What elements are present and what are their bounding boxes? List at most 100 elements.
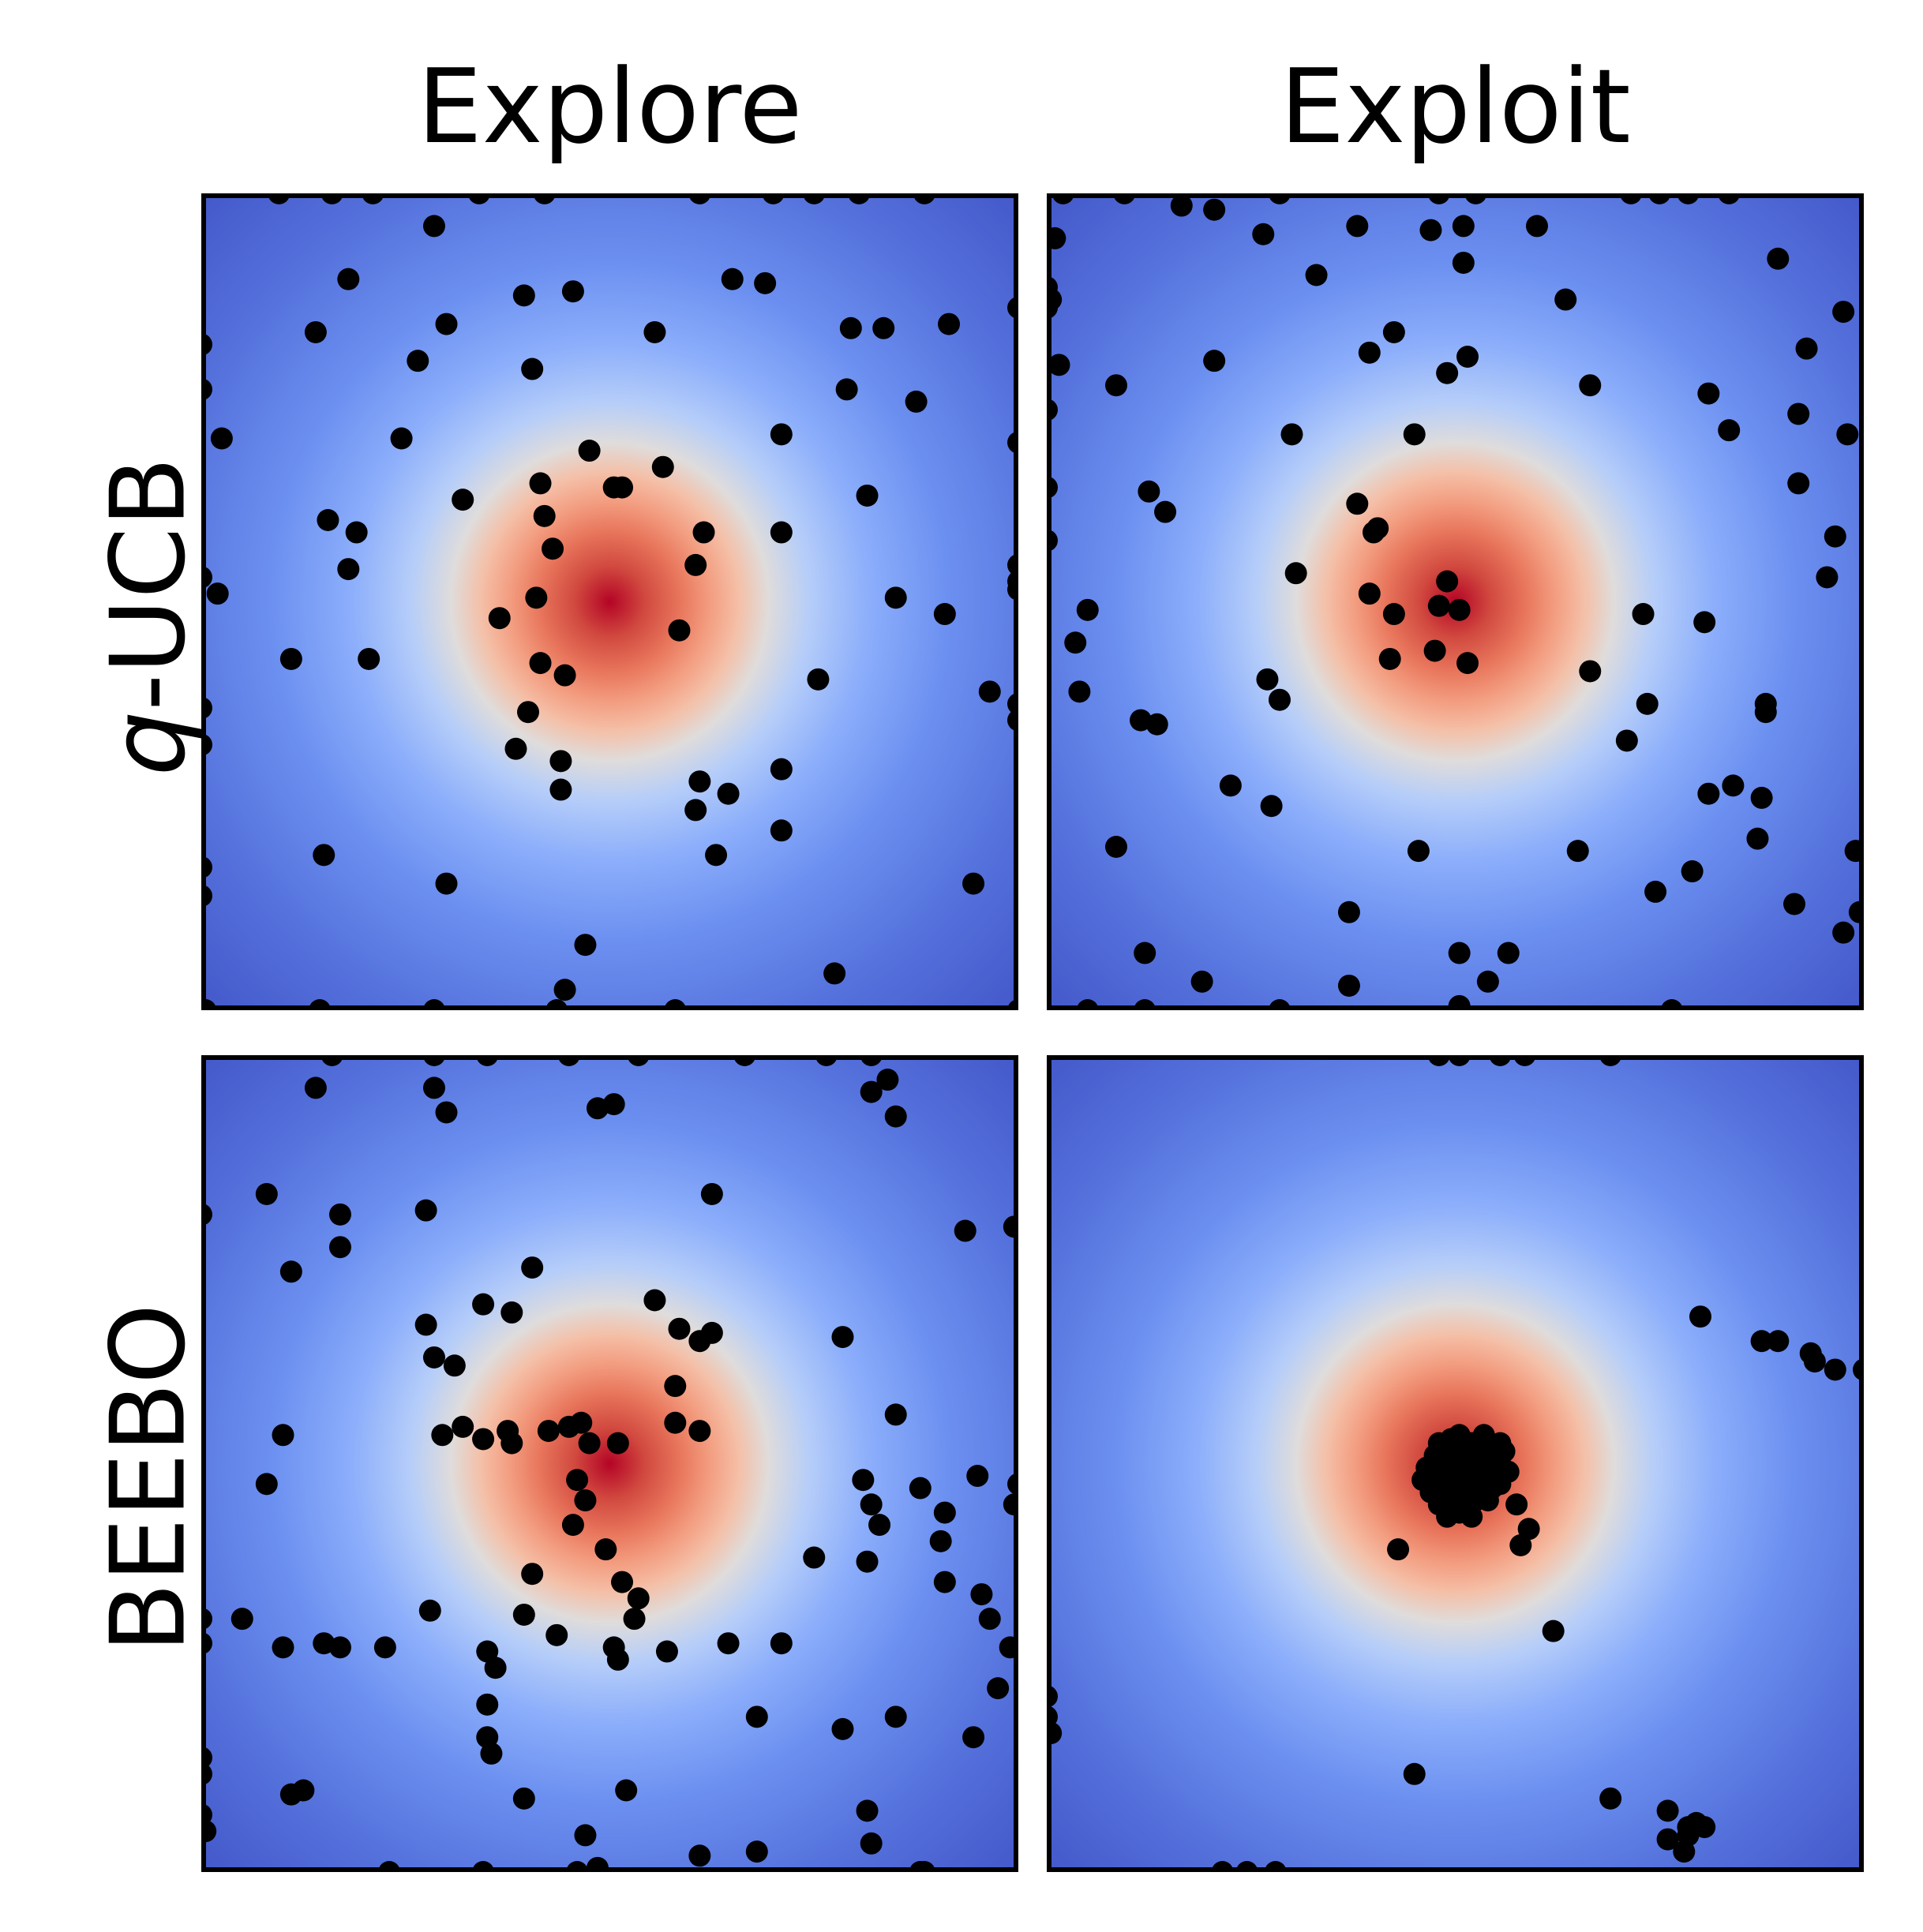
row-label-qucb-q: q xyxy=(88,710,208,777)
scatter-point xyxy=(909,1477,932,1500)
scatter-point xyxy=(954,1219,976,1242)
scatter-point xyxy=(929,1530,952,1552)
scatter-point xyxy=(1693,1816,1716,1839)
scatter-point xyxy=(1795,337,1818,360)
scatter-point xyxy=(1423,639,1446,662)
scatter-point xyxy=(594,1538,617,1561)
scatter-point xyxy=(435,1101,458,1124)
scatter-point xyxy=(231,1608,253,1631)
scatter-point xyxy=(272,1424,294,1447)
scatter-point xyxy=(533,504,556,527)
scatter-point xyxy=(1476,1489,1499,1512)
scatter-point xyxy=(418,1599,441,1622)
scatter-point xyxy=(770,521,793,544)
scatter-point xyxy=(553,664,576,687)
scatter-point xyxy=(831,1717,854,1740)
scatter-point xyxy=(602,1093,625,1116)
scatter-point xyxy=(688,1330,711,1353)
scatter-point xyxy=(1452,251,1475,274)
scatter-point xyxy=(566,1469,589,1492)
scatter-point xyxy=(1787,472,1810,495)
scatter-point xyxy=(1382,603,1405,626)
scatter-point xyxy=(868,1514,891,1537)
scatter-point xyxy=(512,284,535,307)
panel-plot-qucb-explore xyxy=(201,193,1018,1010)
scatter-point xyxy=(1718,419,1741,442)
scatter-point xyxy=(1579,374,1602,397)
scatter-point xyxy=(933,603,956,626)
scatter-point xyxy=(279,1783,302,1806)
scatter-point xyxy=(512,1603,535,1626)
scatter-point xyxy=(1803,1350,1826,1373)
row-label-qucb: q-UCB xyxy=(88,208,208,1025)
scatter-point xyxy=(1599,1787,1622,1810)
scatter-point xyxy=(770,819,793,842)
scatter-point xyxy=(1566,840,1589,863)
scatter-point xyxy=(1750,1330,1773,1353)
scatter-point xyxy=(529,652,552,675)
scatter-point xyxy=(1104,374,1127,397)
scatter-point xyxy=(1068,680,1091,703)
scatter-point xyxy=(206,582,229,605)
panel-beebo-explore xyxy=(201,1055,1018,1872)
scatter-point xyxy=(987,1677,1010,1700)
scatter-point xyxy=(549,778,572,801)
scatter-point xyxy=(1697,782,1720,805)
scatter-point xyxy=(970,1583,993,1606)
scatter-point xyxy=(688,1844,711,1867)
scatter-point xyxy=(1190,970,1213,993)
scatter-point xyxy=(272,1636,294,1659)
column-title-exploit: Exploit xyxy=(1280,47,1631,167)
scatter-point xyxy=(578,1432,601,1455)
row-label-qucb-rest: -UCB xyxy=(88,456,208,711)
scatter-point xyxy=(1134,942,1156,964)
scatter-point xyxy=(1382,320,1405,343)
scatter-point xyxy=(1689,1305,1711,1328)
scatter-point xyxy=(1219,774,1242,797)
scatter-point xyxy=(692,521,715,544)
scatter-point xyxy=(860,1493,883,1516)
scatter-point xyxy=(521,1256,544,1279)
scatter-point xyxy=(472,1293,495,1316)
scatter-point xyxy=(978,680,1001,703)
scatter-point xyxy=(664,1411,687,1434)
scatter-point xyxy=(1656,1799,1679,1822)
scatter-point xyxy=(337,558,360,581)
scatter-point xyxy=(962,872,985,895)
scatter-point xyxy=(545,1623,568,1646)
scatter-point xyxy=(1697,382,1720,405)
scatter-point xyxy=(422,1346,445,1368)
scatter-point xyxy=(304,1076,327,1099)
scatter-point xyxy=(1681,860,1704,883)
scatter-point xyxy=(611,476,634,499)
scatter-point xyxy=(1767,1330,1790,1353)
scatter-point xyxy=(1337,900,1360,923)
scatter-point xyxy=(1284,562,1307,585)
scatter-point xyxy=(1387,1538,1410,1561)
scatter-point xyxy=(542,537,564,560)
scatter-point xyxy=(684,799,707,822)
scatter-point xyxy=(435,313,458,335)
scatter-point xyxy=(1145,713,1168,736)
scatter-point xyxy=(1746,827,1769,850)
scatter-point xyxy=(1203,350,1226,373)
scatter-point xyxy=(705,844,728,867)
scatter-point xyxy=(1554,288,1577,311)
scatter-point xyxy=(435,872,458,895)
scatter-point xyxy=(521,358,544,380)
scatter-point xyxy=(754,271,777,294)
scatter-point xyxy=(835,378,858,401)
scatter-point xyxy=(1526,215,1548,238)
column-title-explore: Explore xyxy=(417,47,803,167)
scatter-point xyxy=(1542,1619,1565,1642)
scatter-point xyxy=(328,1236,351,1259)
scatter-point xyxy=(500,1432,523,1455)
scatter-point xyxy=(407,350,429,373)
scatter-point xyxy=(255,1182,278,1205)
scatter-point xyxy=(615,1779,638,1802)
row-label-beebo: BEEBO xyxy=(88,1303,208,1653)
scatter-point xyxy=(1750,786,1773,809)
scatter-point xyxy=(1452,215,1475,238)
scatter-point xyxy=(1836,423,1859,446)
scatter-point xyxy=(664,1375,687,1398)
